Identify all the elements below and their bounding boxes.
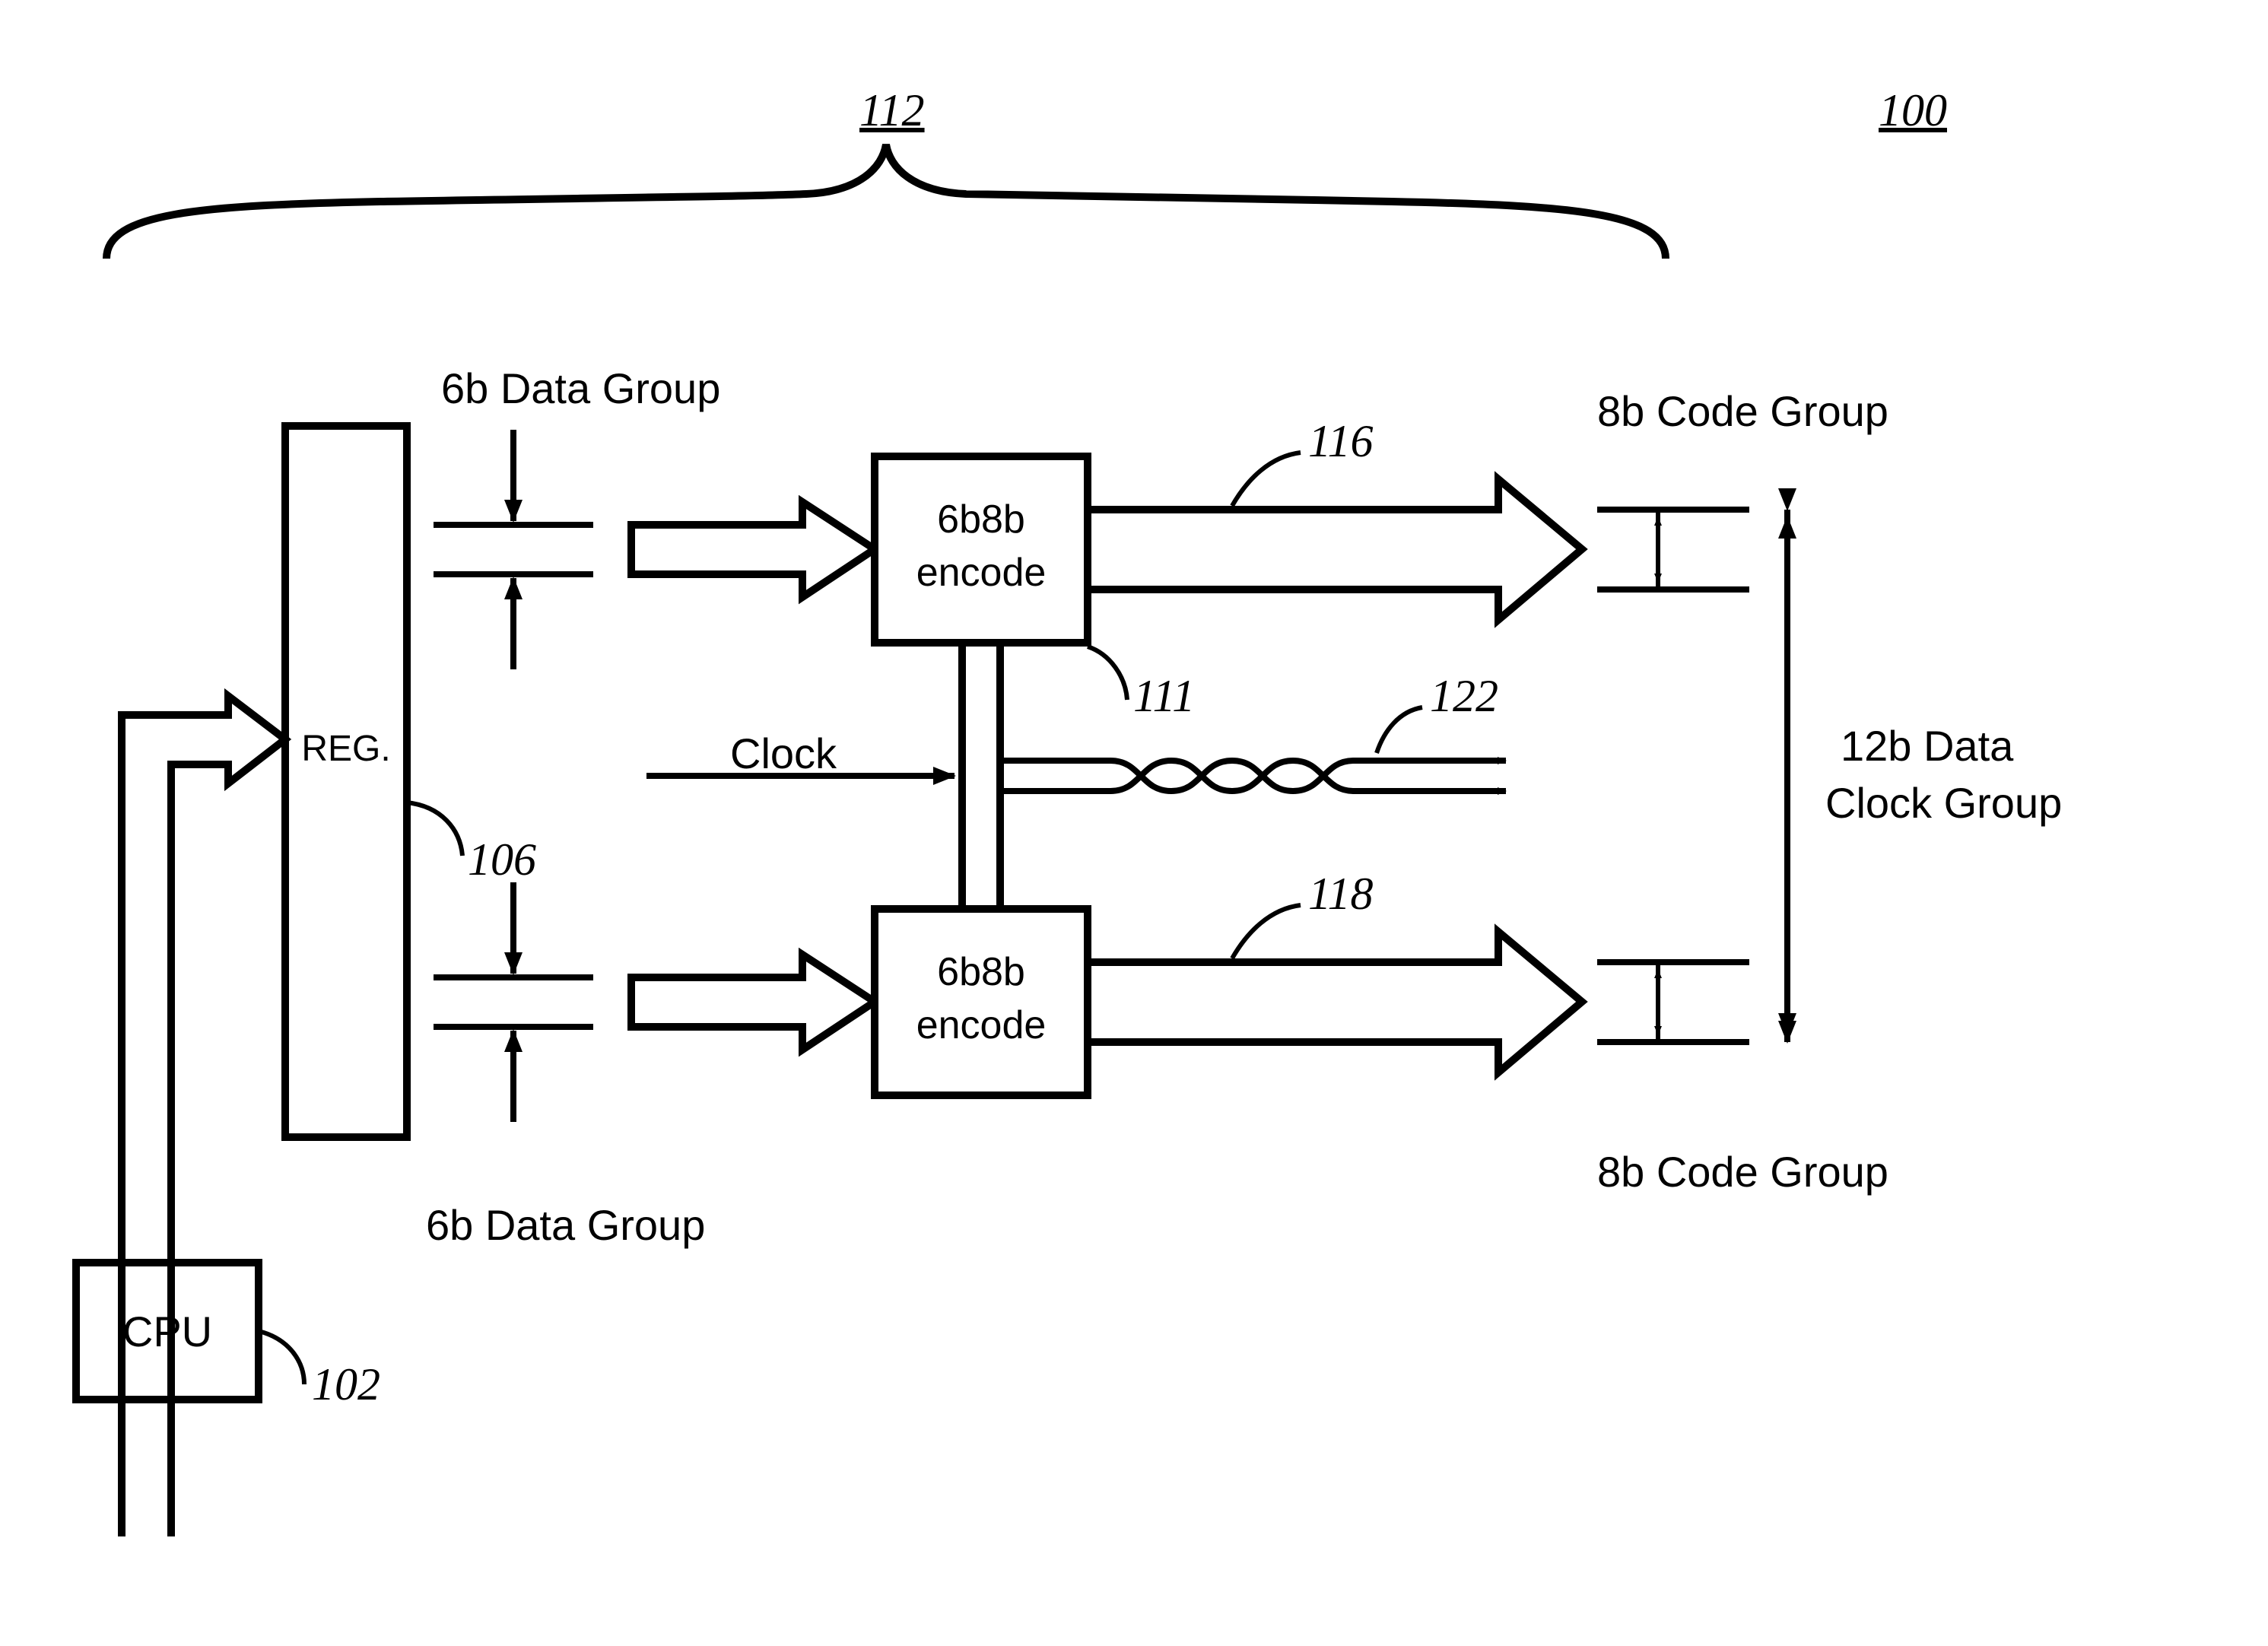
brace-112: [106, 145, 1666, 259]
enc2-out-arrow: [1088, 932, 1582, 1072]
ref-112: 112: [859, 85, 925, 135]
twisted-pair: [1000, 761, 1506, 791]
ref-106: 106: [468, 834, 536, 885]
svg-text:encode: encode: [916, 551, 1047, 595]
encoder-bottom: 6b8b encode: [875, 909, 1088, 1095]
cpu-to-reg-arrow: [122, 696, 285, 1536]
encoder-top: 6b8b encode: [875, 456, 1088, 643]
dim-top-6b: [434, 430, 593, 669]
encoder-link: [962, 643, 1000, 909]
svg-text:encode: encode: [916, 1003, 1047, 1047]
ref-118: 118: [1308, 869, 1374, 919]
ref-102-leader: [259, 1331, 304, 1384]
ref-106-leader: [407, 802, 462, 856]
reg-to-enc2-arrow: [631, 955, 875, 1050]
ref-111: 111: [1133, 671, 1195, 721]
svg-text:6b8b: 6b8b: [937, 497, 1025, 542]
ref-100: 100: [1879, 85, 1947, 135]
ref-111-leader: [1088, 647, 1127, 700]
label-8b-bottom: 8b Code Group: [1597, 1148, 1888, 1196]
label-6b-top: 6b Data Group: [441, 364, 720, 412]
svg-text:6b8b: 6b8b: [937, 950, 1025, 994]
reg-to-enc1-arrow: [631, 502, 875, 597]
label-12b-1: 12b Data: [1841, 722, 2014, 770]
ref-118-leader: [1232, 905, 1301, 958]
dim-8b-top: [1597, 510, 1749, 589]
svg-text:REG.: REG.: [301, 729, 390, 769]
ref-116: 116: [1308, 416, 1374, 466]
ref-122: 122: [1430, 671, 1498, 721]
dim-bottom-6b: [434, 882, 593, 1122]
ref-116-leader: [1232, 453, 1301, 506]
ref-122-leader: [1377, 707, 1422, 753]
label-8b-top: 8b Code Group: [1597, 387, 1888, 435]
reg-block: REG.: [285, 426, 407, 1137]
clock-label: Clock: [730, 729, 837, 777]
enc1-out-arrow: [1088, 479, 1582, 620]
label-6b-bottom: 6b Data Group: [426, 1201, 705, 1249]
dim-8b-bottom: [1597, 962, 1749, 1042]
label-12b-2: Clock Group: [1825, 779, 2062, 827]
ref-102: 102: [312, 1359, 380, 1409]
